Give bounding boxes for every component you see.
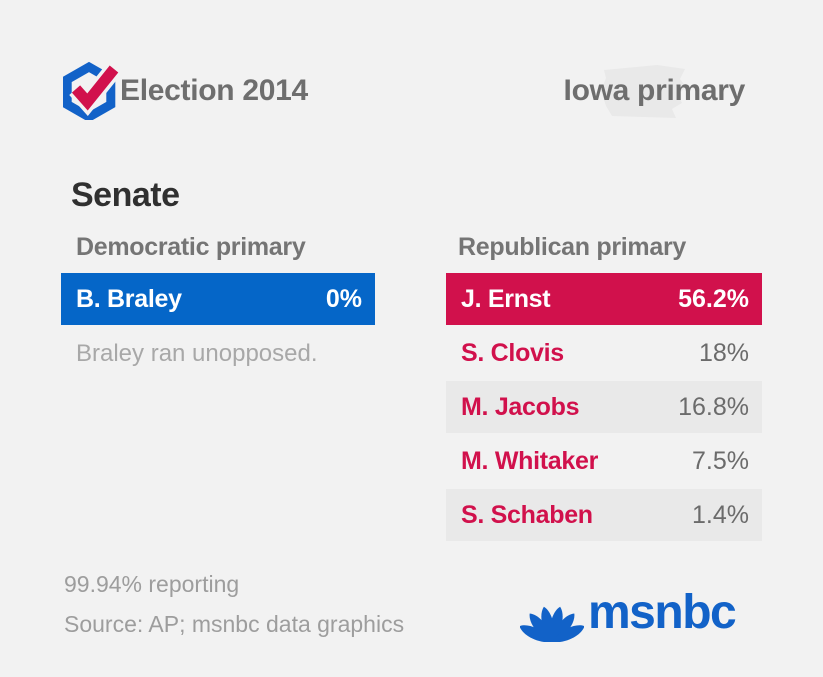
candidate-name: S. Schaben xyxy=(461,500,593,529)
result-row: B. Braley 0% xyxy=(61,273,375,325)
candidate-name: M. Whitaker xyxy=(461,446,598,475)
candidate-pct: 16.8% xyxy=(678,392,749,421)
reporting-status: 99.94% reporting xyxy=(64,571,240,597)
result-row: M. Whitaker 7.5% xyxy=(446,435,762,487)
result-row: J. Ernst 56.2% xyxy=(446,273,762,325)
candidate-pct: 18% xyxy=(698,338,749,367)
candidate-pct: 56.2% xyxy=(678,284,749,313)
result-row: S. Clovis 18% xyxy=(446,327,762,379)
source-credit: Source: AP; msnbc data graphics xyxy=(64,611,405,637)
race-title: Senate xyxy=(71,176,180,214)
candidate-name: M. Jacobs xyxy=(461,392,580,421)
peacock-icon xyxy=(520,606,584,642)
brand-title: Election 2014 xyxy=(120,74,308,107)
result-row: M. Jacobs 16.8% xyxy=(446,381,762,433)
ballot-check-icon xyxy=(63,61,121,120)
iowa-state-icon xyxy=(601,65,686,118)
democratic-results: B. Braley 0% xyxy=(61,273,375,327)
candidate-pct: 0% xyxy=(325,284,362,313)
unopposed-note: Braley ran unopposed. xyxy=(76,340,318,367)
location-title: Iowa primary xyxy=(563,74,746,107)
republican-results: J. Ernst 56.2% S. Clovis 18% M. Jacobs 1… xyxy=(446,273,762,543)
candidate-pct: 7.5% xyxy=(692,446,749,475)
republican-primary-header: Republican primary xyxy=(458,233,686,261)
candidate-pct: 1.4% xyxy=(692,500,749,529)
network-logo-text: msnbc xyxy=(588,586,737,639)
candidate-name: J. Ernst xyxy=(461,284,551,313)
result-row: S. Schaben 1.4% xyxy=(446,489,762,541)
democratic-primary-header: Democratic primary xyxy=(76,233,306,261)
candidate-name: B. Braley xyxy=(76,284,182,313)
candidate-name: S. Clovis xyxy=(461,338,564,367)
